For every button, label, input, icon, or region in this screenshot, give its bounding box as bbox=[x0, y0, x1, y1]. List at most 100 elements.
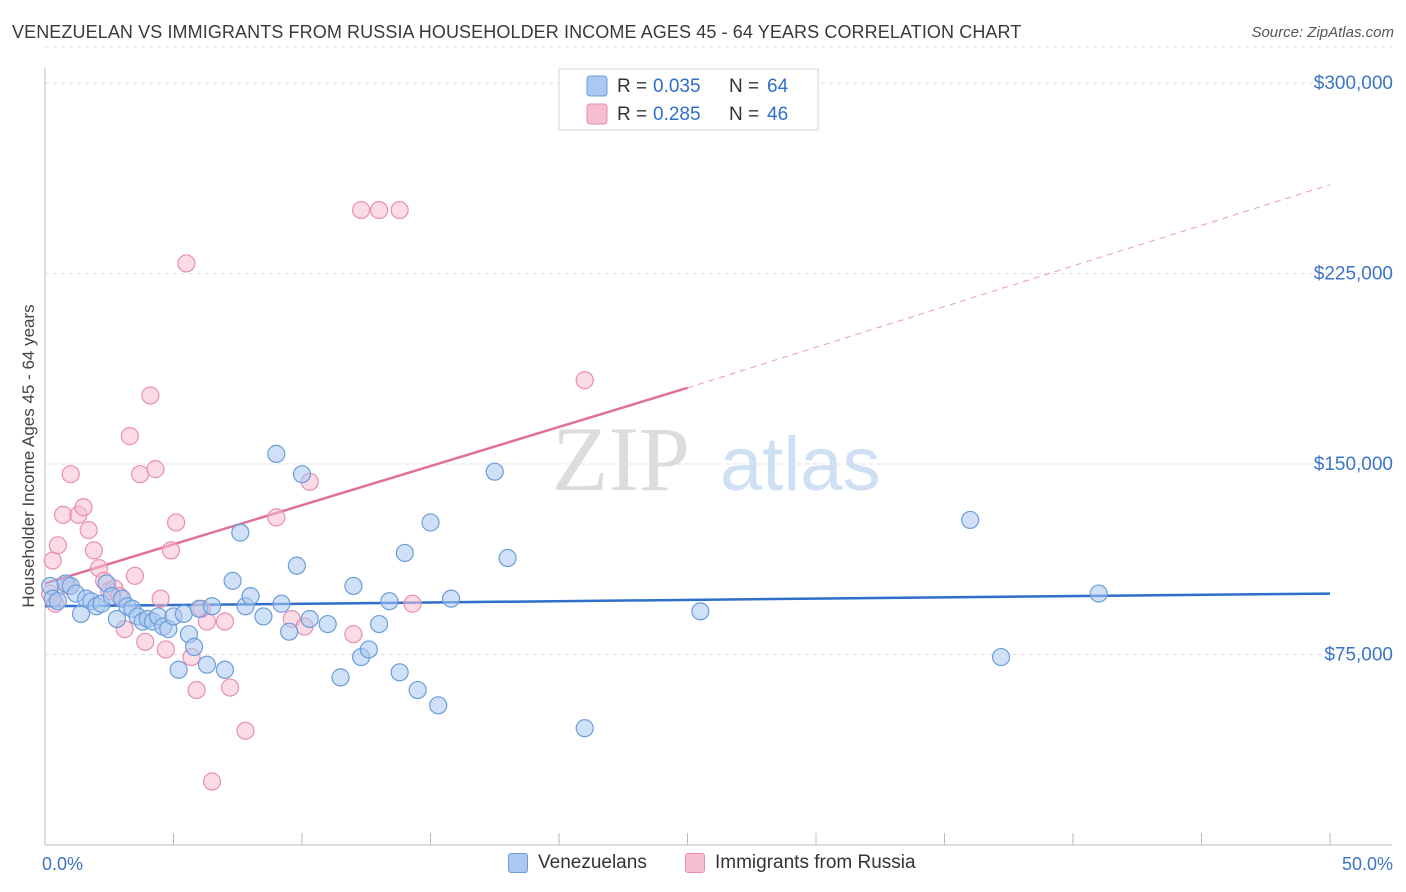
pink-point bbox=[236, 721, 255, 740]
blue-point bbox=[107, 609, 127, 629]
blue-point bbox=[370, 614, 389, 634]
pink-point bbox=[136, 632, 155, 651]
pink-point bbox=[177, 254, 196, 273]
blue-point bbox=[267, 444, 286, 463]
x-tick-label-min: 0.0% bbox=[42, 854, 83, 874]
blue-point bbox=[174, 604, 193, 623]
legend-r-label-1: R = bbox=[617, 76, 647, 97]
legend-top: R = 0.035 N = 64 R = 0.285 N = 46 bbox=[558, 68, 819, 131]
legend-swatch-venezuelans bbox=[508, 853, 528, 873]
pink-point bbox=[220, 678, 240, 697]
legend-swatch-pink bbox=[586, 103, 608, 125]
blue-point bbox=[197, 655, 217, 674]
pink-point bbox=[61, 465, 80, 484]
y-axis-label: Householder Income Ages 45 - 64 years bbox=[19, 304, 38, 607]
blue-point bbox=[485, 462, 504, 481]
pink-point bbox=[120, 427, 139, 446]
blue-point bbox=[344, 576, 363, 596]
blue-point bbox=[961, 510, 980, 530]
pink-point bbox=[141, 386, 160, 405]
pink-point bbox=[267, 508, 286, 527]
legend-n-value-2: 46 bbox=[767, 104, 788, 125]
legend-n-value-1: 64 bbox=[767, 76, 789, 97]
pink-point bbox=[166, 513, 186, 532]
blue-point bbox=[223, 571, 242, 590]
blue-point bbox=[272, 594, 291, 613]
y-tick-label: $225,000 bbox=[1314, 264, 1393, 285]
blue-points bbox=[41, 444, 1108, 738]
pink-trend-line bbox=[44, 386, 688, 585]
blue-point bbox=[318, 614, 337, 634]
pink-point bbox=[125, 566, 145, 585]
pink-point bbox=[79, 520, 98, 540]
y-tick-label: $75,000 bbox=[1324, 645, 1393, 666]
source-credit: Source: ZipAtlas.com bbox=[1251, 24, 1394, 41]
y-tick-label: $300,000 bbox=[1314, 73, 1393, 94]
pink-point bbox=[344, 625, 363, 644]
blue-point bbox=[254, 607, 273, 626]
blue-point bbox=[380, 592, 399, 611]
blue-point bbox=[1089, 584, 1108, 603]
blue-point bbox=[359, 640, 378, 659]
legend-bottom: Venezuelans Immigrants from Russia bbox=[0, 852, 1406, 876]
watermark-atlas: atlas bbox=[720, 422, 881, 507]
blue-point bbox=[395, 543, 414, 563]
blue-point bbox=[421, 513, 440, 532]
blue-point bbox=[429, 696, 448, 715]
pink-point bbox=[215, 612, 234, 631]
blue-point bbox=[390, 663, 409, 682]
pink-point bbox=[84, 541, 103, 560]
blue-point bbox=[48, 592, 67, 611]
pink-point bbox=[146, 460, 165, 479]
blue-point bbox=[169, 660, 188, 679]
blue-trend-line bbox=[44, 592, 1331, 608]
blue-point bbox=[241, 587, 260, 606]
blue-trend bbox=[44, 592, 1331, 608]
blue-point bbox=[691, 602, 710, 621]
blue-point bbox=[280, 622, 299, 641]
pink-point bbox=[43, 551, 62, 570]
pink-point bbox=[151, 589, 170, 608]
blue-point bbox=[441, 589, 461, 608]
blue-point bbox=[287, 556, 306, 575]
x-tick-label-max: 50.0% bbox=[1342, 854, 1393, 874]
pink-point bbox=[202, 772, 222, 791]
blue-point bbox=[184, 637, 204, 657]
legend-swatch-blue bbox=[586, 75, 608, 97]
pink-points bbox=[41, 200, 594, 791]
pink-point bbox=[156, 640, 175, 659]
blue-point bbox=[498, 548, 517, 568]
legend-r-label-2: R = bbox=[617, 104, 647, 125]
legend-label-russia: Immigrants from Russia bbox=[715, 852, 916, 873]
y-tick-label: $150,000 bbox=[1314, 454, 1393, 475]
blue-point bbox=[231, 523, 250, 542]
blue-point bbox=[215, 660, 234, 679]
pink-point bbox=[575, 371, 594, 390]
pink-point bbox=[370, 200, 389, 220]
pink-point bbox=[403, 594, 422, 613]
legend-n-label-1: N = bbox=[729, 76, 759, 97]
blue-point bbox=[575, 719, 594, 738]
blue-point bbox=[292, 465, 312, 484]
blue-point bbox=[202, 597, 222, 616]
pink-point bbox=[352, 200, 371, 220]
pink-point bbox=[48, 536, 67, 555]
legend-n-label-2: N = bbox=[729, 104, 759, 125]
legend-item-russia: Immigrants from Russia bbox=[685, 852, 916, 874]
gridlines bbox=[45, 46, 1392, 656]
legend-label-venezuelans: Venezuelans bbox=[538, 852, 647, 873]
blue-point bbox=[408, 680, 427, 700]
legend-r-value-2: 0.285 bbox=[653, 104, 701, 125]
legend-item-venezuelans: Venezuelans bbox=[508, 852, 647, 874]
blue-point bbox=[300, 609, 319, 629]
pink-point bbox=[130, 465, 150, 484]
pink-point bbox=[161, 541, 181, 560]
pink-point bbox=[187, 680, 206, 700]
x-ticks bbox=[44, 833, 1331, 845]
pink-trend bbox=[44, 184, 1331, 585]
y-tick-labels: $75,000 $150,000 $225,000 $300,000 bbox=[1314, 73, 1393, 665]
watermark-zip: ZIP bbox=[552, 408, 690, 510]
blue-point bbox=[331, 668, 350, 687]
pink-point bbox=[74, 498, 93, 517]
